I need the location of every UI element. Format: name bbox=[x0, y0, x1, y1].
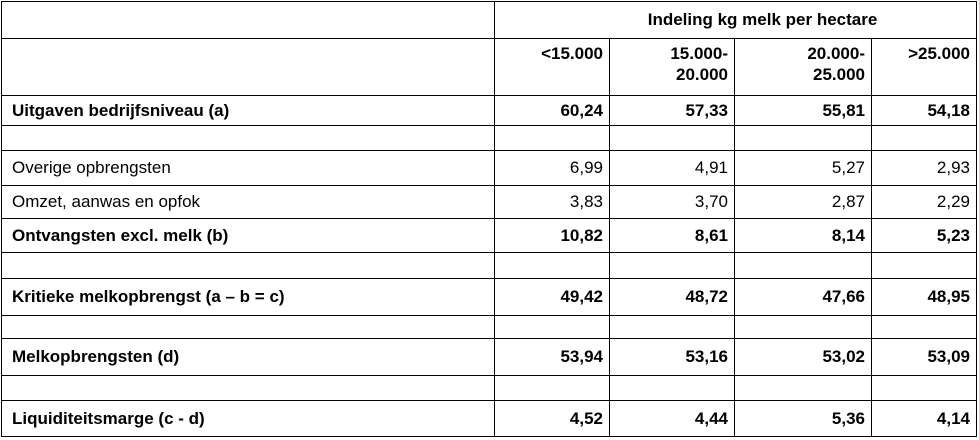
row-label: Overige opbrengsten bbox=[1, 150, 495, 186]
empty-cell bbox=[1, 38, 495, 96]
row: Ontvangsten excl. melk (b) 10,82 8,61 8,14 5… bbox=[1, 218, 978, 253]
column-header-row: <15.000 15.000- 20.000 20.000- 25.000 >25.… bbox=[1, 38, 978, 96]
cell: 48,95 bbox=[870, 278, 978, 316]
row: Uitgaven bedrijfsniveau (a) 60,24 57,33 55,… bbox=[1, 95, 978, 126]
header-line: 25.000 bbox=[813, 65, 865, 84]
column-header: <15.000 bbox=[494, 38, 610, 96]
cell: 2,87 bbox=[734, 185, 872, 219]
cell: 4,14 bbox=[870, 400, 978, 437]
row-label: Omzet, aanwas en opfok bbox=[1, 185, 495, 219]
table-title: Indeling kg melk per hectare bbox=[493, 1, 978, 39]
header-line: >25.000 bbox=[908, 44, 971, 63]
cell: 57,33 bbox=[609, 95, 735, 126]
row: Kritieke melkopbrengst (a – b = c) 49,42 4… bbox=[1, 278, 978, 316]
spacer-row bbox=[1, 315, 978, 339]
cell: 53,09 bbox=[870, 338, 978, 376]
cell: 48,72 bbox=[609, 278, 735, 316]
header-line: 20.000 bbox=[676, 65, 728, 84]
row-label: Liquiditeitsmarge (c - d) bbox=[1, 400, 495, 437]
cell: 49,42 bbox=[494, 278, 610, 316]
cell: 5,36 bbox=[734, 400, 872, 437]
cell: 55,81 bbox=[734, 95, 872, 126]
row: Liquiditeitsmarge (c - d) 4,52 4,44 5,36 4,1… bbox=[1, 400, 978, 437]
cell: 5,27 bbox=[734, 150, 872, 186]
cell: 8,14 bbox=[734, 218, 872, 253]
cell: 47,66 bbox=[734, 278, 872, 316]
cell: 4,52 bbox=[494, 400, 610, 437]
cell: 2,29 bbox=[870, 185, 978, 219]
cell: 8,61 bbox=[609, 218, 735, 253]
column-header: 20.000- 25.000 bbox=[734, 38, 872, 96]
row-label: Ontvangsten excl. melk (b) bbox=[1, 218, 495, 253]
header-line: 20.000- bbox=[807, 44, 865, 63]
row: Overige opbrengsten 6,99 4,91 5,27 2,93 bbox=[1, 150, 978, 186]
cell: 5,23 bbox=[870, 218, 978, 253]
row-label: Uitgaven bedrijfsniveau (a) bbox=[1, 95, 495, 126]
cell: 60,24 bbox=[494, 95, 610, 126]
spacer-row bbox=[1, 125, 978, 151]
header-line: 15.000- bbox=[670, 44, 728, 63]
cell: 53,16 bbox=[609, 338, 735, 376]
cell: 53,02 bbox=[734, 338, 872, 376]
cell: 4,91 bbox=[609, 150, 735, 186]
cell: 6,99 bbox=[494, 150, 610, 186]
cell: 54,18 bbox=[870, 95, 978, 126]
cell: 10,82 bbox=[494, 218, 610, 253]
header-row: Indeling kg melk per hectare bbox=[1, 1, 978, 39]
cell: 3,83 bbox=[494, 185, 610, 219]
column-header: 15.000- 20.000 bbox=[609, 38, 735, 96]
cell: 3,70 bbox=[609, 185, 735, 219]
header-line: <15.000 bbox=[541, 44, 603, 63]
cell: 53,94 bbox=[494, 338, 610, 376]
row-label: Kritieke melkopbrengst (a – b = c) bbox=[1, 278, 495, 316]
row: Melkopbrengsten (d) 53,94 53,16 53,02 53,09 bbox=[1, 338, 978, 376]
empty-cell bbox=[1, 1, 495, 39]
row: Omzet, aanwas en opfok 3,83 3,70 2,87 2,29 bbox=[1, 185, 978, 219]
spacer-row bbox=[1, 375, 978, 401]
cell: 2,93 bbox=[870, 150, 978, 186]
cell: 4,44 bbox=[609, 400, 735, 437]
column-header: >25.000 bbox=[870, 38, 978, 96]
spacer-row bbox=[1, 252, 978, 279]
row-label: Melkopbrengsten (d) bbox=[1, 338, 495, 376]
